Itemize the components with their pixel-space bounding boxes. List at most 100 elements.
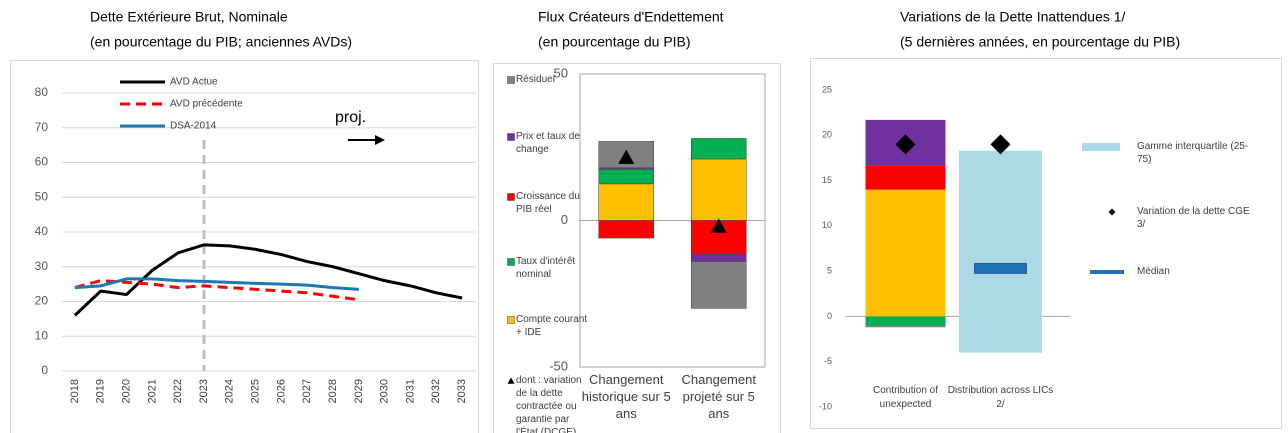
panel-frame [810, 58, 1282, 429]
x-tick-label: 2029 [353, 379, 365, 403]
legend-label-box: Résiduel [516, 74, 555, 85]
x-tick-label: 2025 [250, 379, 262, 403]
legend-label: Variation de la dette CGE 3/ [1137, 206, 1250, 230]
legend-label-box: dont : variation de la dette contractée … [516, 375, 582, 433]
x-tick-label: 2030 [379, 379, 391, 403]
y-tick-label: -10 [819, 401, 832, 411]
y-tick-label: 0 [827, 311, 832, 321]
bar-segment [691, 253, 747, 262]
y-tick-label: 80 [35, 85, 49, 99]
x-tick-label: Contribution of unexpected [872, 385, 939, 410]
legend-swatch [1108, 208, 1116, 216]
bar-segment [691, 261, 747, 309]
bar-segment [598, 183, 654, 221]
x-tick-label: 2027 [301, 379, 313, 403]
bar-segment [865, 325, 946, 328]
legend-label-box: Compte courant + IDE [516, 314, 588, 338]
x-tick-label: 2019 [95, 379, 107, 403]
legend-swatch [507, 258, 515, 266]
legend-label: AVD Actue [170, 77, 218, 88]
annotation-arrowhead [375, 135, 385, 145]
x-tick-label: Distribution across LICs 2/ [947, 385, 1054, 410]
y-tick-label: 5 [827, 266, 832, 276]
range-box [959, 150, 1042, 353]
annotation: proj. [335, 109, 366, 126]
chart-title: Flux Créateurs d'Endettement [538, 9, 724, 25]
line-series [74, 277, 359, 291]
line-series [74, 279, 360, 302]
triangle-marker [618, 149, 635, 164]
chart-title: Dette Extérieure Brut, Nominale [90, 9, 288, 25]
bar-segment [598, 220, 654, 239]
legend-label: Médian [1137, 266, 1170, 277]
x-tick-label: 2022 [172, 379, 184, 403]
legend-label: Résiduel [516, 74, 555, 85]
y-tick-label: 0 [561, 212, 568, 227]
legend-label: DSA-2014 [170, 121, 217, 132]
y-tick-label: 15 [822, 175, 832, 185]
legend-swatch [507, 133, 515, 141]
legend-swatch [1090, 270, 1124, 274]
legend-swatch [507, 316, 515, 324]
median-bar [974, 262, 1027, 274]
y-tick-label: 20 [822, 130, 832, 140]
y-tick-label: 25 [822, 84, 832, 94]
legend-label-box: Croissance du PIB réel [516, 191, 580, 215]
y-tick-label: 50 [554, 65, 568, 80]
legend-label: Gamme interquartile (25-75) [1137, 141, 1249, 165]
x-tick-label: 2033 [456, 379, 468, 403]
x-tick-label: 2018 [69, 379, 81, 403]
diamond-marker [990, 134, 1011, 155]
chart-title: Variations de la Dette Inattendues 1/ [900, 9, 1126, 25]
legend-swatch [507, 193, 515, 201]
bar-segment [865, 316, 946, 326]
x-tick-label-box: Changement projeté sur 5 ans [681, 372, 756, 421]
x-tick-label: 2021 [146, 379, 158, 403]
triangle-marker [710, 218, 727, 233]
bar-segment [598, 168, 654, 185]
x-tick-label-box: Contribution of unexpected [872, 385, 939, 410]
y-tick-label: 10 [822, 220, 832, 230]
y-tick-label: 30 [35, 259, 49, 273]
y-tick-label: 0 [41, 363, 48, 377]
y-tick-label: -50 [549, 358, 568, 373]
legend-swatch [1082, 143, 1120, 151]
y-tick-label: 60 [35, 155, 49, 169]
x-tick-label: 2023 [198, 379, 210, 403]
x-tick-label: Changement projeté sur 5 ans [681, 372, 756, 421]
y-tick-label: -5 [824, 356, 832, 366]
x-tick-label: 2032 [430, 379, 442, 403]
legend-swatch [507, 377, 515, 384]
diamond-marker [895, 134, 916, 155]
x-tick-label: 2031 [404, 379, 416, 403]
chart-subtitle: (en pourcentage du PIB) [538, 34, 691, 50]
bar-segment [691, 158, 747, 221]
bar-segment [865, 189, 946, 317]
legend-label: Croissance du PIB réel [516, 191, 580, 215]
legend-label-box: Prix et taux de change [516, 131, 580, 155]
legend-label-box: Médian [1137, 266, 1170, 277]
chart-subtitle: (en pourcentage du PIB; anciennes AVDs) [90, 34, 352, 50]
y-tick-label: 40 [35, 224, 49, 238]
chart-subtitle: (5 dernières années, en pourcentage du P… [900, 34, 1180, 50]
x-tick-label: 2024 [224, 379, 236, 403]
x-tick-label: 2020 [120, 379, 132, 403]
legend-label: dont : variation de la dette contractée … [516, 375, 582, 433]
bar-segment [865, 165, 946, 190]
legend-label-box: Gamme interquartile (25-75) [1137, 141, 1249, 165]
y-tick-label: 10 [35, 328, 49, 342]
x-tick-label: Changement historique sur 5 ans [581, 372, 671, 421]
legend-label: Prix et taux de change [516, 131, 580, 155]
y-tick-label: 20 [35, 294, 49, 308]
legend-label: Compte courant + IDE [516, 314, 588, 338]
x-tick-label: 2028 [327, 379, 339, 403]
legend-label: Taux d'intérêt nominal [516, 256, 576, 280]
y-tick-label: 70 [35, 120, 49, 134]
legend-label-box: Taux d'intérêt nominal [516, 256, 576, 280]
y-tick-label: 50 [35, 189, 49, 203]
x-tick-label-box: Changement historique sur 5 ans [581, 372, 671, 421]
legend-swatch [507, 76, 515, 84]
bar-segment [691, 138, 747, 160]
